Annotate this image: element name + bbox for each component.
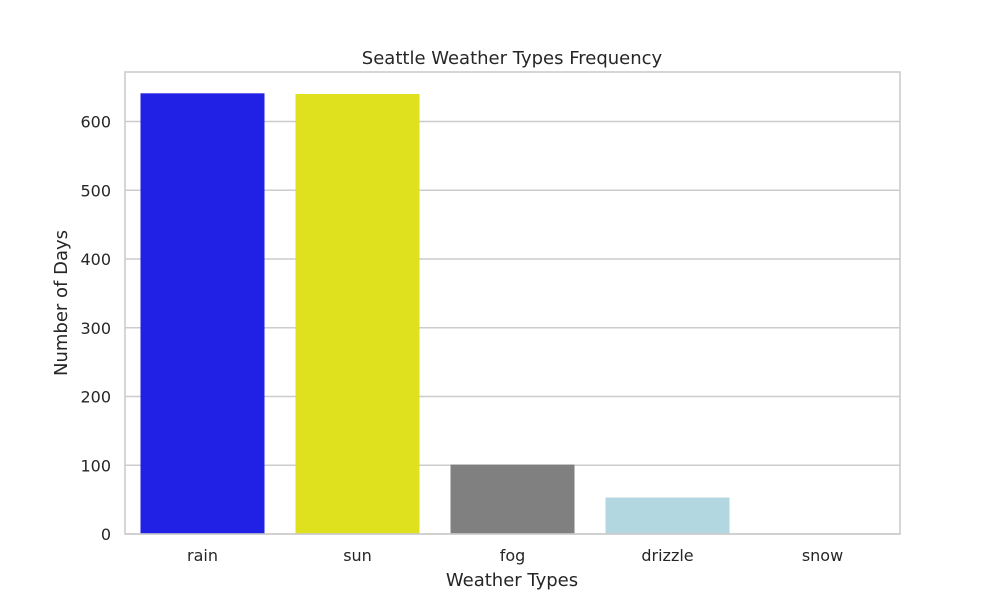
bar-rain: [140, 93, 265, 534]
y-axis-title: Number of Days: [51, 230, 72, 376]
y-tick-label: 0: [101, 525, 111, 544]
y-tick-label: 600: [80, 113, 111, 132]
y-tick-label: 300: [80, 319, 111, 338]
x-tick-label: drizzle: [641, 546, 693, 565]
x-tick-label: sun: [343, 546, 372, 565]
x-tick-labels: rain sun fog drizzle snow: [187, 546, 843, 565]
y-tick-label: 500: [80, 181, 111, 200]
x-axis-title: Weather Types: [446, 570, 578, 591]
x-tick-label: snow: [802, 546, 843, 565]
bar-drizzle: [605, 497, 730, 534]
x-tick-label: rain: [187, 546, 218, 565]
chart-title: Seattle Weather Types Frequency: [362, 48, 663, 69]
y-tick-labels: 0 100 200 300 400 500 600: [80, 113, 111, 545]
bar-sun: [295, 94, 420, 534]
x-tick-label: fog: [500, 546, 526, 565]
y-tick-label: 400: [80, 250, 111, 269]
bar-fog: [450, 464, 575, 534]
plot-frame: [124, 71, 901, 535]
y-tick-label: 200: [80, 388, 111, 407]
y-tick-label: 100: [80, 456, 111, 475]
bars: [140, 93, 730, 534]
